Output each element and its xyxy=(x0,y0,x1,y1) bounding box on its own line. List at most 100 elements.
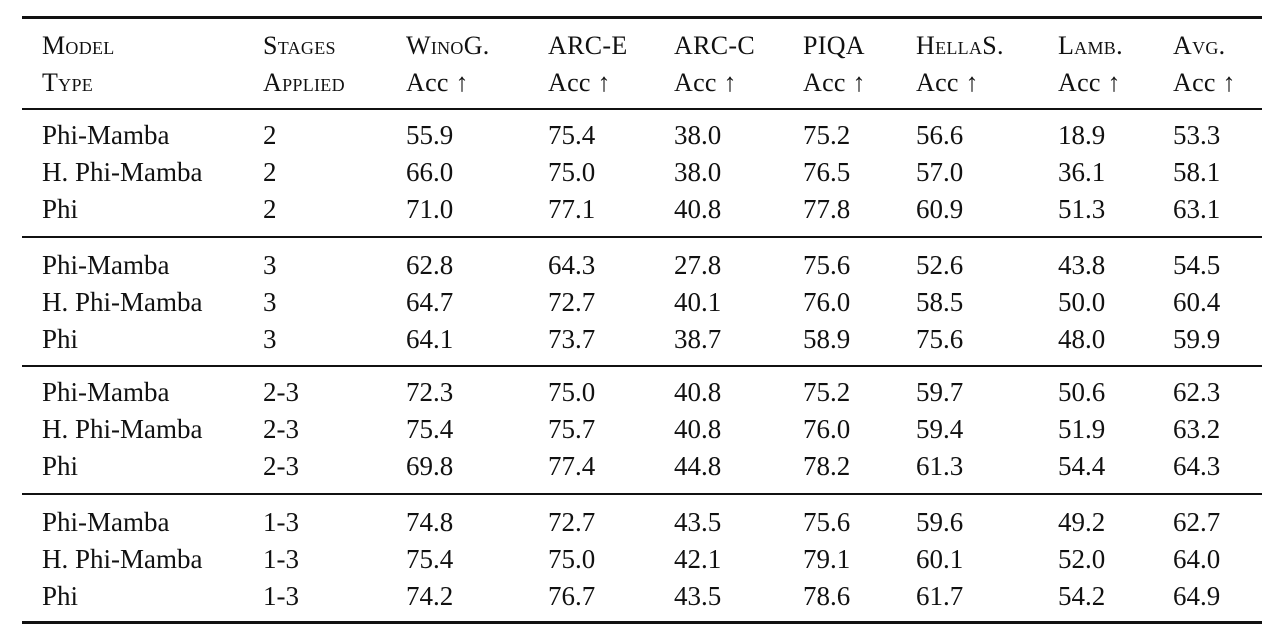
column-header-subtitle: Type xyxy=(42,68,94,97)
table-cell: 64.7 xyxy=(406,287,454,317)
table-cell: 60.9 xyxy=(916,194,964,224)
table-cell: 76.0 xyxy=(803,287,851,317)
table-cell: 61.7 xyxy=(916,581,964,611)
table-cell: 59.4 xyxy=(916,414,964,444)
table-cell: 38.0 xyxy=(674,157,722,187)
table-cell: 73.7 xyxy=(548,324,596,354)
column-header-subtitle: Acc ↑ xyxy=(548,68,611,97)
table-cell: 74.8 xyxy=(406,507,454,537)
table-cell: 75.6 xyxy=(803,507,851,537)
table-cell: 55.9 xyxy=(406,120,454,150)
table-cell: 63.2 xyxy=(1173,414,1221,444)
group-rule xyxy=(22,365,1262,367)
column-header: Model xyxy=(42,31,115,60)
column-header-subtitle: Acc ↑ xyxy=(916,68,979,97)
table-cell: 59.9 xyxy=(1173,324,1221,354)
table-cell: 75.0 xyxy=(548,377,596,407)
table-cell: 74.2 xyxy=(406,581,454,611)
table-cell: 63.1 xyxy=(1173,194,1221,224)
table-cell: 51.3 xyxy=(1058,194,1106,224)
table-cell: 60.4 xyxy=(1173,287,1221,317)
table-cell: 54.2 xyxy=(1058,581,1106,611)
table-cell: 2 xyxy=(263,194,277,224)
table-cell: 2-3 xyxy=(263,377,299,407)
table-cell: 75.7 xyxy=(548,414,596,444)
table-cell: 51.9 xyxy=(1058,414,1106,444)
table-cell: 76.7 xyxy=(548,581,596,611)
column-header: Stages xyxy=(263,31,336,60)
column-header: Avg. xyxy=(1173,31,1226,60)
row-label: Phi xyxy=(42,451,79,481)
group-rule xyxy=(22,493,1262,495)
table-cell: 54.4 xyxy=(1058,451,1106,481)
column-header: ARC-C xyxy=(674,31,755,60)
table-cell: 3 xyxy=(263,287,277,317)
table-cell: 2 xyxy=(263,157,277,187)
table-cell: 64.3 xyxy=(1173,451,1221,481)
table-cell: 40.8 xyxy=(674,377,722,407)
column-header: PIQA xyxy=(803,31,865,60)
table-cell: 75.0 xyxy=(548,544,596,574)
table-cell: 57.0 xyxy=(916,157,964,187)
table-cell: 77.4 xyxy=(548,451,596,481)
table-cell: 75.6 xyxy=(916,324,964,354)
table-cell: 52.6 xyxy=(916,250,964,280)
column-header-subtitle: Acc ↑ xyxy=(1173,68,1236,97)
table-cell: 50.0 xyxy=(1058,287,1106,317)
table-cell: 36.1 xyxy=(1058,157,1106,187)
table-cell: 58.9 xyxy=(803,324,851,354)
table-cell: 1-3 xyxy=(263,544,299,574)
column-header-subtitle: Applied xyxy=(263,68,345,97)
table-cell: 76.5 xyxy=(803,157,851,187)
table-cell: 43.8 xyxy=(1058,250,1106,280)
row-label: Phi-Mamba xyxy=(42,507,170,537)
table-cell: 75.4 xyxy=(406,414,454,444)
bottom-rule xyxy=(22,621,1262,624)
table-cell: 75.2 xyxy=(803,120,851,150)
table-cell: 50.6 xyxy=(1058,377,1106,407)
table-cell: 2 xyxy=(263,120,277,150)
table-cell: 38.0 xyxy=(674,120,722,150)
column-header-subtitle: Acc ↑ xyxy=(406,68,469,97)
header-rule xyxy=(22,108,1262,110)
table-cell: 52.0 xyxy=(1058,544,1106,574)
group-rule xyxy=(22,236,1262,238)
table-cell: 1-3 xyxy=(263,581,299,611)
table-cell: 18.9 xyxy=(1058,120,1106,150)
column-header-subtitle: Acc ↑ xyxy=(674,68,737,97)
table-cell: 1-3 xyxy=(263,507,299,537)
table-cell: 62.8 xyxy=(406,250,454,280)
table-cell: 76.0 xyxy=(803,414,851,444)
row-label: Phi xyxy=(42,581,79,611)
row-label: Phi xyxy=(42,194,79,224)
table-cell: 79.1 xyxy=(803,544,851,574)
table-cell: 59.6 xyxy=(916,507,964,537)
table-cell: 75.4 xyxy=(548,120,596,150)
table-cell: 2-3 xyxy=(263,414,299,444)
table-cell: 64.3 xyxy=(548,250,596,280)
table-cell: 77.8 xyxy=(803,194,851,224)
table-cell: 56.6 xyxy=(916,120,964,150)
table-cell: 43.5 xyxy=(674,581,722,611)
table-cell: 3 xyxy=(263,250,277,280)
table-cell: 48.0 xyxy=(1058,324,1106,354)
row-label: Phi-Mamba xyxy=(42,250,170,280)
table-cell: 72.7 xyxy=(548,287,596,317)
table-cell: 59.7 xyxy=(916,377,964,407)
table-cell: 66.0 xyxy=(406,157,454,187)
row-label: H. Phi-Mamba xyxy=(42,414,203,444)
table-cell: 3 xyxy=(263,324,277,354)
table-cell: 69.8 xyxy=(406,451,454,481)
table-cell: 78.6 xyxy=(803,581,851,611)
table-cell: 64.9 xyxy=(1173,581,1221,611)
table-cell: 64.1 xyxy=(406,324,454,354)
row-label: Phi-Mamba xyxy=(42,377,170,407)
table-cell: 62.7 xyxy=(1173,507,1221,537)
table-cell: 38.7 xyxy=(674,324,722,354)
table-cell: 75.6 xyxy=(803,250,851,280)
row-label: H. Phi-Mamba xyxy=(42,544,203,574)
table-cell: 64.0 xyxy=(1173,544,1221,574)
table-cell: 58.5 xyxy=(916,287,964,317)
table-cell: 43.5 xyxy=(674,507,722,537)
table-cell: 71.0 xyxy=(406,194,454,224)
